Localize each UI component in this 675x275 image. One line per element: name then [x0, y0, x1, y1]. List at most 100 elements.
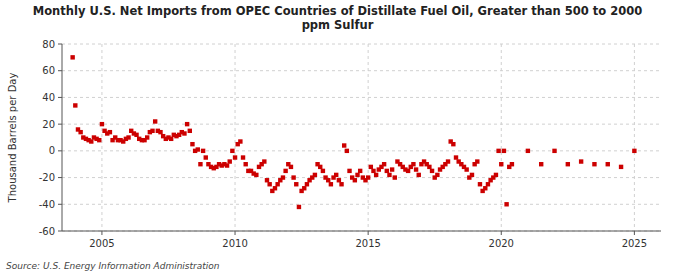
point [329, 182, 333, 186]
point [358, 169, 362, 173]
point [385, 169, 389, 173]
point [97, 138, 101, 142]
point [552, 149, 556, 153]
point [198, 162, 202, 166]
point [347, 169, 351, 173]
tick-label: -60 [39, 226, 55, 237]
point [382, 162, 386, 166]
point [313, 173, 317, 177]
point [230, 149, 234, 153]
point [262, 159, 266, 163]
point [539, 162, 543, 166]
point [345, 149, 349, 153]
point [446, 159, 450, 163]
point [305, 182, 309, 186]
point [366, 175, 370, 179]
point [592, 162, 596, 166]
point [265, 178, 269, 182]
point [387, 173, 391, 177]
grid-line [62, 204, 661, 205]
tick-label: 20 [42, 119, 55, 130]
point [435, 173, 439, 177]
tick-label: 2025 [622, 238, 647, 249]
point [339, 182, 343, 186]
point [470, 173, 474, 177]
point [254, 173, 258, 177]
chart: Monthly U.S. Net Imports from OPEC Count… [0, 0, 675, 275]
point [369, 165, 373, 169]
point [321, 169, 325, 173]
tick [634, 231, 635, 235]
grid [62, 44, 661, 231]
tick-label: 0 [49, 145, 55, 156]
point [451, 142, 455, 146]
axes: -60-40-2002040608020052010201520202025 [39, 39, 661, 250]
point [464, 167, 468, 171]
point [326, 178, 330, 182]
point [281, 175, 285, 179]
point [414, 167, 418, 171]
grid-line [101, 44, 102, 231]
point [502, 149, 506, 153]
point [238, 139, 242, 143]
tick-label: 60 [42, 65, 55, 76]
point [241, 155, 245, 159]
point [153, 119, 157, 123]
point [478, 182, 482, 186]
tick [101, 231, 102, 235]
point [294, 182, 298, 186]
grid-line [62, 70, 661, 71]
tick-label: 2020 [489, 238, 514, 249]
point [78, 130, 82, 134]
point [355, 173, 359, 177]
grid-line [368, 44, 369, 231]
point [89, 139, 93, 143]
point [494, 173, 498, 177]
point [371, 169, 375, 173]
point [393, 175, 397, 179]
point [566, 162, 570, 166]
tick [58, 177, 62, 178]
source-note: Source: U.S. Energy Information Administ… [6, 261, 220, 271]
y-axis [62, 44, 63, 231]
point [454, 155, 458, 159]
point [606, 162, 610, 166]
point [496, 149, 500, 153]
point [499, 162, 503, 166]
grid-line [235, 44, 236, 231]
tick [368, 231, 369, 235]
tick [58, 70, 62, 71]
point [228, 159, 232, 163]
tick [58, 231, 62, 232]
tick [58, 44, 62, 45]
tick [501, 231, 502, 235]
x-axis [62, 231, 661, 232]
grid-line [62, 97, 661, 98]
tick [58, 97, 62, 98]
point [483, 186, 487, 190]
point [204, 155, 208, 159]
point [475, 159, 479, 163]
tick-label: 40 [42, 92, 55, 103]
point [430, 169, 434, 173]
point [150, 129, 154, 133]
point [337, 178, 341, 182]
point [145, 135, 149, 139]
tick-label: 2015 [355, 238, 380, 249]
grid-line [62, 150, 661, 151]
point [158, 130, 162, 134]
point [417, 173, 421, 177]
point [196, 147, 200, 151]
title: Monthly U.S. Net Imports from OPEC Count… [33, 4, 642, 32]
point [289, 165, 293, 169]
point [126, 135, 130, 139]
grid-line [62, 44, 661, 45]
tick [58, 204, 62, 205]
point [579, 159, 583, 163]
point [318, 165, 322, 169]
grid-line [62, 124, 661, 125]
tick-label: -20 [39, 172, 55, 183]
point [374, 173, 378, 177]
point [427, 165, 431, 169]
point [201, 149, 205, 153]
